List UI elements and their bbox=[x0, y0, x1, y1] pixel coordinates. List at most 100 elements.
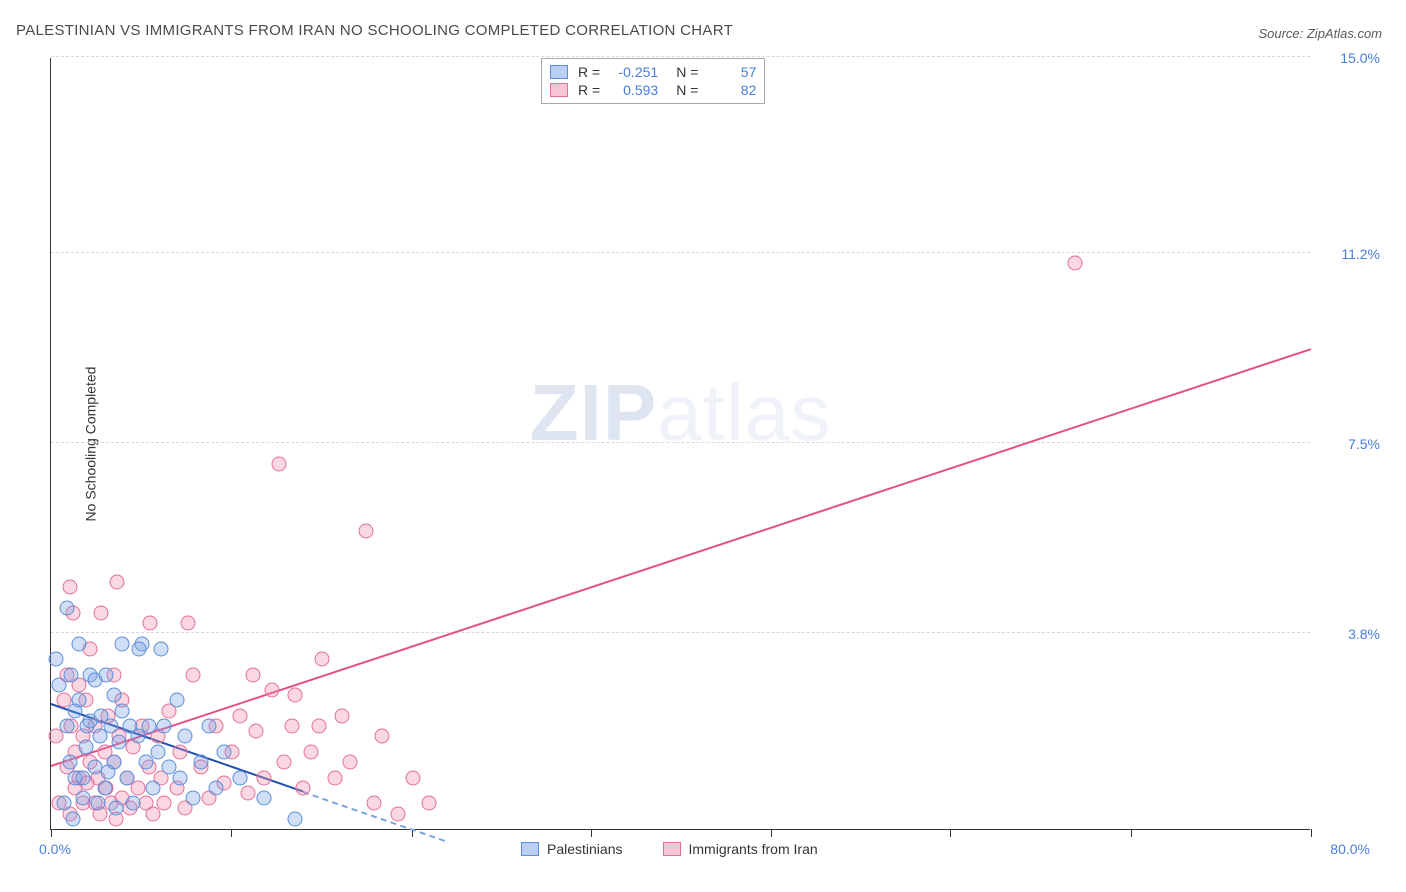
scatter-point-iran bbox=[284, 719, 299, 734]
source-label: Source: ZipAtlas.com bbox=[1258, 26, 1382, 41]
scatter-point-iran bbox=[245, 667, 260, 682]
scatter-point-palestinian bbox=[107, 755, 122, 770]
scatter-point-palestinian bbox=[103, 719, 118, 734]
scatter-point-palestinian bbox=[125, 796, 140, 811]
scatter-point-iran bbox=[406, 770, 421, 785]
scatter-point-iran bbox=[422, 796, 437, 811]
scatter-point-palestinian bbox=[111, 734, 126, 749]
scatter-point-palestinian bbox=[91, 796, 106, 811]
x-tick bbox=[51, 829, 52, 837]
scatter-point-iran bbox=[130, 780, 145, 795]
x-tick bbox=[231, 829, 232, 837]
scatter-point-palestinian bbox=[173, 770, 188, 785]
x-tick bbox=[771, 829, 772, 837]
scatter-point-iran bbox=[296, 780, 311, 795]
gridline bbox=[51, 632, 1310, 633]
x-axis-max-label: 80.0% bbox=[1310, 841, 1370, 857]
scatter-point-palestinian bbox=[114, 703, 129, 718]
scatter-point-palestinian bbox=[99, 667, 114, 682]
scatter-point-palestinian bbox=[64, 667, 79, 682]
scatter-point-palestinian bbox=[97, 780, 112, 795]
scatter-point-palestinian bbox=[177, 729, 192, 744]
legend: Palestinians Immigrants from Iran bbox=[521, 841, 818, 857]
x-tick bbox=[1311, 829, 1312, 837]
scatter-point-palestinian bbox=[72, 636, 87, 651]
scatter-point-palestinian bbox=[114, 636, 129, 651]
swatch-pink-icon bbox=[550, 83, 568, 97]
scatter-point-iran bbox=[335, 708, 350, 723]
scatter-point-iran bbox=[157, 796, 172, 811]
legend-item-1: Palestinians bbox=[521, 841, 623, 857]
scatter-point-palestinian bbox=[62, 755, 77, 770]
scatter-point-palestinian bbox=[72, 693, 87, 708]
scatter-point-iran bbox=[390, 806, 405, 821]
scatter-point-palestinian bbox=[59, 719, 74, 734]
scatter-point-palestinian bbox=[193, 755, 208, 770]
scatter-point-palestinian bbox=[170, 693, 185, 708]
scatter-point-palestinian bbox=[154, 641, 169, 656]
scatter-point-palestinian bbox=[201, 719, 216, 734]
y-tick-label: 15.0% bbox=[1320, 50, 1380, 66]
x-tick bbox=[1131, 829, 1132, 837]
scatter-point-palestinian bbox=[256, 791, 271, 806]
chart-title: PALESTINIAN VS IMMIGRANTS FROM IRAN NO S… bbox=[16, 22, 733, 39]
scatter-point-palestinian bbox=[132, 641, 147, 656]
stats-r2: 0.593 bbox=[610, 82, 658, 98]
scatter-point-palestinian bbox=[66, 811, 81, 826]
scatter-point-palestinian bbox=[59, 600, 74, 615]
trend-line-pink bbox=[51, 348, 1312, 767]
scatter-point-iran bbox=[256, 770, 271, 785]
stats-box: R = -0.251 N = 57 R = 0.593 N = 82 bbox=[541, 58, 765, 104]
scatter-point-palestinian bbox=[75, 791, 90, 806]
scatter-point-iran bbox=[62, 580, 77, 595]
stats-n2: 82 bbox=[708, 82, 756, 98]
scatter-point-iran bbox=[288, 688, 303, 703]
scatter-point-palestinian bbox=[288, 811, 303, 826]
chart-area: No Schooling Completed 0.0% 80.0% ZIPatl… bbox=[50, 58, 1310, 830]
scatter-point-palestinian bbox=[217, 744, 232, 759]
y-tick-label: 11.2% bbox=[1320, 246, 1380, 262]
scatter-point-iran bbox=[366, 796, 381, 811]
scatter-point-palestinian bbox=[138, 755, 153, 770]
stats-r-label: R = bbox=[578, 64, 600, 80]
scatter-point-iran bbox=[181, 616, 196, 631]
scatter-point-iran bbox=[1067, 255, 1082, 270]
scatter-point-iran bbox=[374, 729, 389, 744]
scatter-point-iran bbox=[327, 770, 342, 785]
scatter-point-palestinian bbox=[75, 770, 90, 785]
scatter-point-palestinian bbox=[119, 770, 134, 785]
scatter-point-palestinian bbox=[56, 796, 71, 811]
scatter-point-palestinian bbox=[146, 780, 161, 795]
scatter-point-iran bbox=[173, 744, 188, 759]
stats-r1: -0.251 bbox=[610, 64, 658, 80]
scatter-point-palestinian bbox=[107, 688, 122, 703]
scatter-point-palestinian bbox=[233, 770, 248, 785]
stats-n-label: N = bbox=[676, 64, 698, 80]
scatter-point-iran bbox=[272, 456, 287, 471]
y-tick-label: 3.8% bbox=[1320, 626, 1380, 642]
swatch-pink-icon bbox=[663, 842, 681, 856]
scatter-point-iran bbox=[94, 605, 109, 620]
scatter-point-iran bbox=[110, 574, 125, 589]
swatch-blue-icon bbox=[550, 65, 568, 79]
scatter-point-palestinian bbox=[48, 652, 63, 667]
gridline bbox=[51, 56, 1310, 57]
scatter-point-palestinian bbox=[51, 677, 66, 692]
stats-row-1: R = -0.251 N = 57 bbox=[550, 63, 756, 81]
y-axis-title: No Schooling Completed bbox=[82, 366, 98, 521]
scatter-point-iran bbox=[248, 724, 263, 739]
legend-item-2: Immigrants from Iran bbox=[663, 841, 818, 857]
watermark: ZIPatlas bbox=[530, 367, 831, 459]
swatch-blue-icon bbox=[521, 842, 539, 856]
legend-label-1: Palestinians bbox=[547, 841, 623, 857]
scatter-point-iran bbox=[143, 616, 158, 631]
x-tick bbox=[591, 829, 592, 837]
stats-r-label: R = bbox=[578, 82, 600, 98]
scatter-point-iran bbox=[303, 744, 318, 759]
scatter-point-iran bbox=[185, 667, 200, 682]
scatter-point-iran bbox=[240, 785, 255, 800]
legend-label-2: Immigrants from Iran bbox=[689, 841, 818, 857]
scatter-point-iran bbox=[233, 708, 248, 723]
y-tick-label: 7.5% bbox=[1320, 436, 1380, 452]
gridline bbox=[51, 442, 1310, 443]
